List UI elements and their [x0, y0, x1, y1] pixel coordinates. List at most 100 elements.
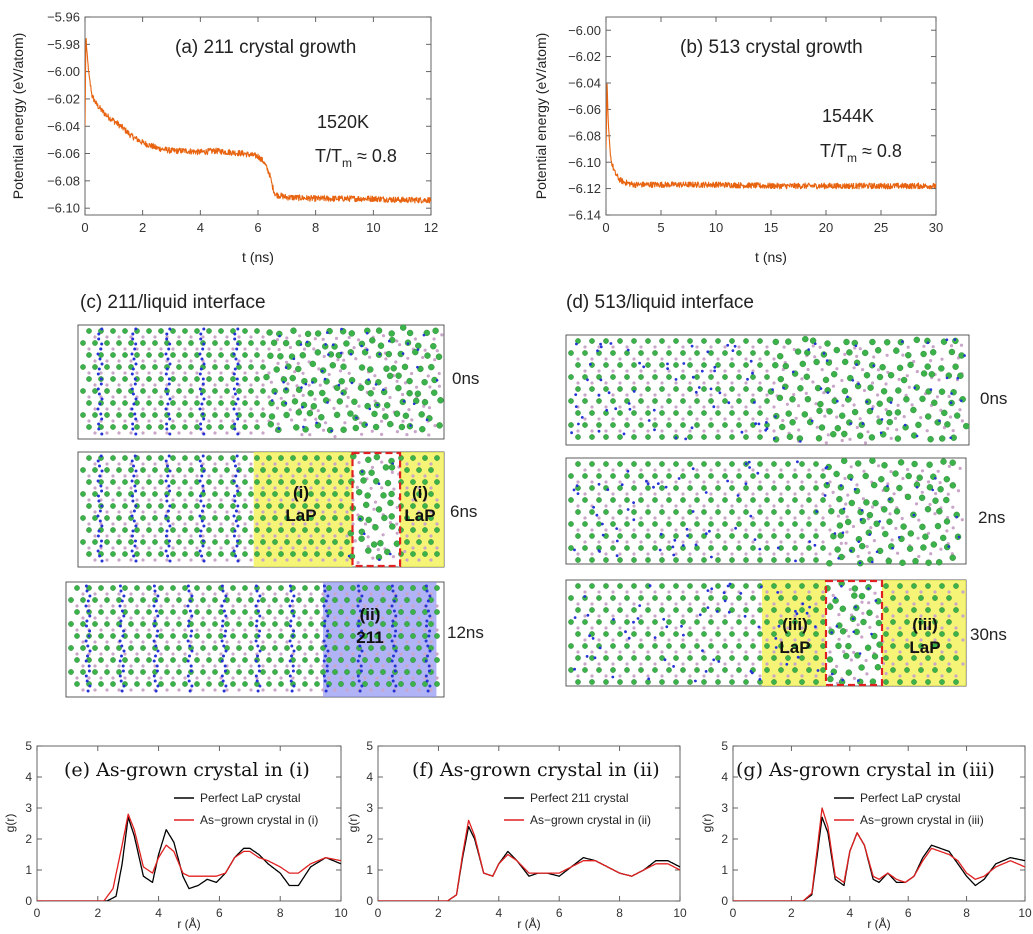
atom-bond: [779, 516, 783, 520]
atom-la: [363, 501, 370, 509]
atom-la: [404, 539, 410, 545]
atom-la: [302, 681, 308, 687]
atom-la: [122, 376, 128, 382]
atom-bond: [653, 662, 657, 666]
atom-bond: [213, 431, 217, 435]
atom-la: [416, 515, 422, 521]
atom-la: [104, 515, 110, 521]
atom-la: [86, 376, 92, 382]
atom-p: [98, 509, 102, 513]
atom-la: [332, 467, 338, 473]
atom-bond: [660, 674, 664, 678]
atom-bond: [811, 344, 815, 348]
atom-la: [589, 533, 595, 539]
atom-la: [308, 669, 314, 675]
atom-p: [830, 631, 833, 634]
snapshot-c-1: [77, 451, 445, 568]
atom-bond: [905, 614, 909, 618]
atom-p: [84, 674, 88, 678]
atom-la: [236, 597, 242, 603]
atom-la: [575, 533, 581, 539]
atom-p: [839, 484, 843, 487]
atom-la: [893, 347, 900, 354]
atom-bond: [159, 676, 163, 680]
atom-bond: [800, 504, 804, 508]
atom-p: [221, 619, 225, 623]
atom-p: [100, 397, 104, 401]
atom-la: [708, 595, 714, 601]
atom-la: [134, 657, 140, 663]
atom-p: [236, 489, 240, 493]
atom-la: [624, 374, 630, 380]
atom-bond: [681, 614, 685, 618]
atom-bond: [261, 534, 265, 538]
atom-p: [202, 432, 206, 436]
atom-bond: [667, 614, 671, 618]
atom-bond: [237, 407, 241, 411]
atom-bond: [590, 626, 594, 630]
x-tick-label-b: 30: [929, 220, 943, 235]
atom-la: [764, 374, 770, 380]
atom-la: [206, 585, 212, 591]
atom-la: [273, 366, 280, 373]
atom-la: [659, 485, 665, 491]
y-tick-label-g: 1: [721, 863, 728, 877]
atom-la: [230, 376, 236, 382]
atom-p: [392, 599, 396, 603]
atom-bond: [201, 335, 205, 339]
atom-bond: [177, 640, 181, 644]
atom-bond: [401, 392, 405, 397]
atom-bond: [737, 369, 741, 373]
atom-la: [638, 497, 644, 503]
atom-la: [296, 467, 302, 473]
atom-la: [659, 583, 665, 589]
atom-p: [257, 669, 261, 673]
atom-la: [110, 328, 116, 334]
atom-bond: [255, 395, 259, 399]
atom-bond: [737, 540, 741, 544]
atom-la: [338, 681, 344, 687]
atom-p: [96, 372, 100, 376]
atom-p: [366, 348, 369, 352]
atom-p: [258, 629, 262, 633]
atom-p: [188, 609, 192, 613]
atom-la: [302, 527, 308, 533]
atom-la: [940, 458, 947, 465]
atom-la: [925, 559, 932, 566]
atom-bond: [576, 626, 580, 630]
atom-bond: [339, 546, 343, 550]
atom-bond: [189, 534, 193, 538]
atom-la: [666, 422, 672, 428]
atom-bond: [821, 614, 825, 618]
atom-bond: [639, 662, 643, 666]
atom-bond: [376, 548, 380, 552]
atom-la: [939, 607, 945, 613]
atom-bond: [147, 546, 151, 550]
atom-p: [358, 654, 361, 658]
atom-p: [632, 620, 635, 624]
atom-bond: [884, 408, 888, 412]
atom-la: [278, 585, 284, 591]
atom-la: [248, 388, 254, 394]
atom-la: [268, 413, 276, 420]
atom-la: [410, 479, 416, 485]
atom-la: [98, 609, 104, 615]
atom-bond: [129, 383, 133, 387]
atom-bond: [129, 486, 133, 490]
atom-bond: [576, 357, 580, 361]
atom-p: [97, 494, 100, 498]
atom-la: [314, 657, 320, 663]
atom-bond: [590, 528, 594, 532]
atom-la: [116, 515, 122, 521]
x-tick-label-a: 10: [366, 220, 380, 235]
atom-bond: [779, 492, 783, 496]
atom-p: [199, 529, 203, 533]
atom-p: [591, 637, 595, 640]
atom-bond: [279, 522, 283, 526]
atom-la: [624, 643, 630, 649]
atom-la: [701, 607, 707, 613]
atom-bond: [709, 393, 713, 397]
atom-p: [97, 337, 101, 341]
atom-bond: [225, 510, 229, 514]
atom-bond: [87, 522, 91, 526]
